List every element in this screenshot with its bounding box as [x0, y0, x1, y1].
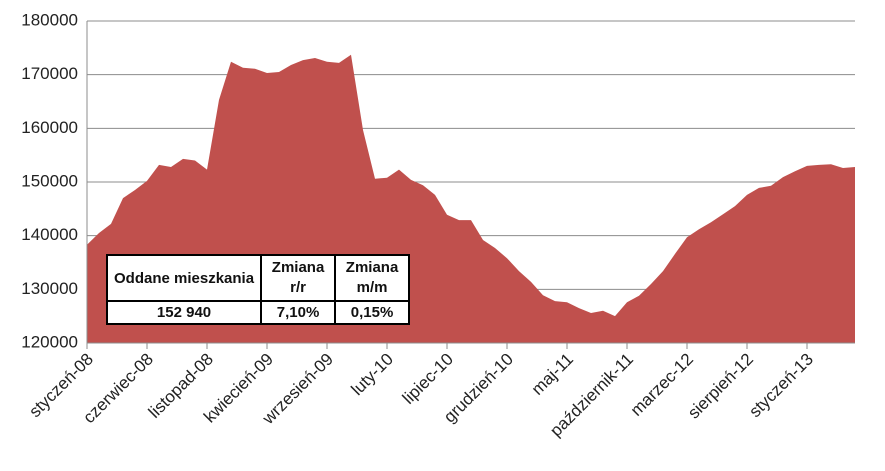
x-tick-label: luty-10	[347, 350, 397, 400]
x-tick-label: lipiec-10	[399, 350, 457, 408]
table-header: Zmiana r/r	[260, 254, 337, 302]
table-header: Oddane mieszkania	[105, 254, 263, 302]
table-header: Zmiana m/m	[334, 254, 411, 302]
table-cell: 7,10%	[260, 300, 337, 325]
x-tick-label: sierpień-12	[684, 350, 757, 423]
y-tick-label: 160000	[21, 118, 78, 137]
y-tick-label: 140000	[21, 225, 78, 244]
x-tick-label: maj-11	[528, 350, 577, 399]
summary-table: Oddane mieszkania Zmiana r/r Zmiana m/m …	[105, 254, 411, 325]
y-tick-label: 130000	[21, 279, 78, 298]
x-tick-label: styczeń-13	[745, 350, 817, 422]
y-tick-label: 170000	[21, 64, 78, 83]
table-cell: 0,15%	[334, 300, 411, 325]
table-cell: 152 940	[105, 300, 263, 325]
y-tick-label: 180000	[21, 10, 78, 29]
y-tick-label: 150000	[21, 171, 78, 190]
y-tick-label: 120000	[21, 332, 78, 351]
